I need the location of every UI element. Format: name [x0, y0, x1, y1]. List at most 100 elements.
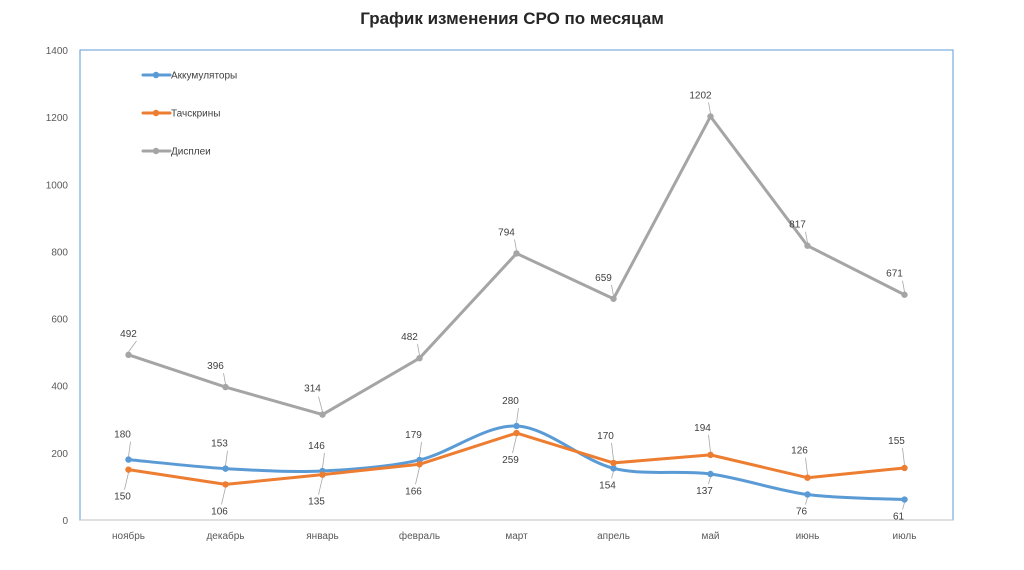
data-label: 137 [696, 486, 713, 497]
label-leader-line [708, 434, 711, 452]
legend-label: Аккумуляторы [171, 71, 237, 82]
data-label: 482 [401, 332, 418, 343]
data-label: 492 [120, 329, 137, 340]
x-tick-label: июнь [796, 531, 820, 542]
data-label: 154 [599, 480, 616, 491]
data-point [804, 491, 811, 498]
y-tick-label: 1200 [46, 113, 69, 124]
legend-marker [152, 147, 160, 155]
y-tick-label: 1000 [46, 180, 69, 191]
data-label: 76 [796, 506, 808, 517]
legend-marker [152, 71, 160, 79]
label-leader-line [708, 102, 711, 114]
data-point [610, 459, 617, 467]
data-point [707, 451, 714, 459]
legend-item: Дисплеи [141, 147, 211, 158]
label-leader-line [708, 476, 711, 485]
data-label: 135 [308, 497, 325, 508]
data-label: 126 [791, 446, 808, 457]
label-leader-line [902, 502, 905, 510]
data-point [804, 474, 811, 481]
data-label: 280 [502, 396, 519, 407]
y-tick-label: 1400 [46, 46, 69, 57]
data-point [416, 354, 423, 362]
label-leader-line [318, 396, 323, 412]
label-leader-line [128, 340, 137, 353]
data-label: 150 [114, 492, 131, 503]
y-tick-label: 200 [51, 449, 68, 460]
label-leader-line [805, 457, 808, 475]
data-point [222, 465, 229, 472]
data-label: 170 [597, 431, 614, 442]
label-leader-line [805, 231, 808, 243]
data-point [804, 242, 811, 249]
data-point [513, 422, 520, 430]
data-point [707, 470, 714, 478]
label-leader-line [512, 435, 517, 454]
label-leader-line [419, 441, 422, 457]
data-point [125, 456, 132, 463]
data-label: 146 [308, 441, 325, 452]
x-tick-label: декабрь [206, 530, 244, 542]
x-tick-label: май [701, 531, 719, 542]
data-label: 659 [595, 273, 612, 284]
label-leader-line [611, 284, 614, 296]
data-point [416, 461, 423, 468]
data-label: 166 [405, 486, 422, 497]
label-leader-line [223, 372, 226, 385]
legend-label: Тачскрины [171, 109, 220, 120]
label-leader-line [902, 280, 905, 292]
label-leader-line [128, 441, 131, 457]
label-leader-line [318, 477, 323, 495]
label-leader-line [611, 442, 614, 460]
legend-item: Аккумуляторы [141, 71, 237, 82]
label-leader-line [902, 447, 905, 466]
data-point [513, 250, 520, 257]
data-point [513, 429, 520, 437]
label-leader-line [611, 471, 614, 479]
chart-title: График изменения СРО по месяцам [360, 9, 664, 28]
label-leader-line [124, 472, 129, 490]
data-point [610, 465, 617, 472]
data-point [125, 351, 132, 359]
label-leader-line [805, 497, 808, 505]
x-tick-label: апрель [597, 531, 630, 542]
label-leader-line [415, 467, 420, 485]
y-tick-label: 800 [51, 247, 68, 258]
data-label: 314 [304, 384, 321, 395]
data-point [901, 464, 908, 472]
x-tick-label: ноябрь [112, 530, 145, 542]
label-leader-line [514, 239, 517, 251]
y-tick-label: 600 [51, 315, 68, 326]
data-point [319, 411, 326, 418]
data-label: 61 [893, 512, 905, 523]
x-tick-label: февраль [399, 530, 440, 542]
x-tick-label: январь [306, 531, 338, 542]
label-leader-line [322, 452, 325, 469]
data-label: 671 [886, 269, 903, 280]
data-point [125, 466, 132, 473]
data-point [901, 496, 908, 503]
label-leader-line [516, 407, 519, 424]
data-point [707, 113, 714, 120]
x-tick-label: июль [893, 531, 917, 542]
data-label: 396 [207, 361, 224, 372]
y-tick-label: 0 [62, 516, 68, 527]
data-label: 259 [502, 455, 519, 466]
label-leader-line [225, 450, 228, 466]
data-point [610, 295, 617, 302]
x-tick-label: март [505, 531, 528, 542]
legend-item: Тачскрины [141, 109, 220, 120]
y-tick-label: 400 [51, 382, 68, 393]
legend-marker [152, 109, 160, 117]
data-label: 179 [405, 430, 422, 441]
data-point [222, 481, 229, 488]
data-label: 106 [211, 506, 228, 517]
data-label: 817 [789, 220, 806, 231]
data-point [319, 471, 326, 478]
data-label: 1202 [689, 90, 712, 101]
data-label: 794 [498, 227, 515, 238]
label-leader-line [417, 344, 420, 356]
data-label: 155 [888, 436, 905, 447]
